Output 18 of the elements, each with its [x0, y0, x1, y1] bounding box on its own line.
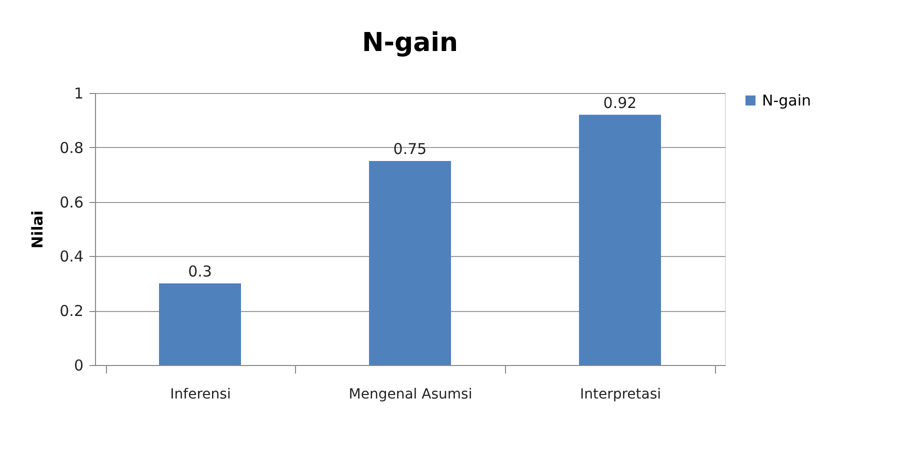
- data-label: 0.92: [603, 94, 637, 112]
- bar: [159, 283, 241, 365]
- bar: [369, 161, 451, 365]
- x-tick-label: Mengenal Asumsi: [348, 386, 472, 402]
- y-tick-label: 1: [74, 84, 84, 102]
- x-tick-label: Interpretasi: [580, 386, 662, 402]
- bar: [579, 114, 661, 365]
- y-axis-title: Nilai: [28, 210, 47, 249]
- y-tick-label: 0.2: [60, 302, 84, 320]
- y-tick-label: 0.6: [60, 193, 84, 212]
- y-tick-label: 0: [74, 356, 84, 374]
- legend-label: N-gain: [762, 92, 812, 110]
- data-label: 0.75: [393, 140, 427, 158]
- y-tick-label: 0.8: [60, 138, 84, 157]
- x-tick-label: Inferensi: [170, 386, 231, 402]
- chart-title: N-gain: [362, 28, 458, 58]
- data-label: 0.3: [188, 262, 212, 280]
- y-tick-label: 0.4: [60, 248, 84, 266]
